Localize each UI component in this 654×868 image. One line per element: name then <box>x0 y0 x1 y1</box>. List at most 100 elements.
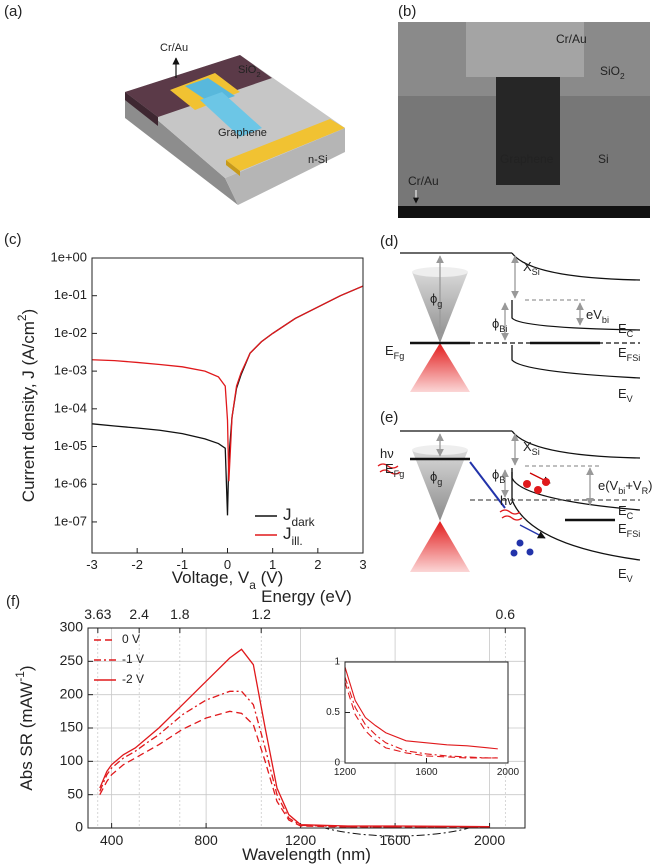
sem-label: Si <box>598 152 609 166</box>
band-label-part: bi <box>618 486 625 496</box>
band-label-part: R <box>642 486 649 496</box>
y-tick-label: 1e-06 <box>54 476 87 491</box>
y-axis-label-part: ) <box>17 665 36 671</box>
sem-label: Cr/Au <box>408 174 439 188</box>
band-label-part: E <box>618 321 627 336</box>
legend-label-part: -1 V <box>122 652 144 666</box>
band-label: XSi <box>523 439 540 457</box>
band-label-part: V <box>627 574 634 584</box>
y-axis-label-part: Abs SR (mAW <box>17 682 36 791</box>
band-label-part: FSi <box>627 353 641 363</box>
x-axis-label-part: Voltage, V <box>172 568 250 587</box>
y-tick-label: 100 <box>60 752 84 768</box>
y-tick-label: 200 <box>60 685 84 701</box>
band-label-part: E <box>618 566 627 581</box>
series-line <box>344 682 498 759</box>
plot-frame <box>87 627 526 829</box>
device-label: SiO2 <box>238 64 261 79</box>
x-tick-label: 2 <box>314 557 321 572</box>
band-label: EV <box>618 566 634 584</box>
band-label: EC <box>618 321 634 339</box>
series-line <box>99 690 490 828</box>
y-tick-label: 300 <box>60 619 84 635</box>
device-schematic <box>125 55 345 205</box>
legend-label: Jill. <box>283 524 303 548</box>
legend-label-part: dark <box>292 515 315 529</box>
x2-tick-label: 1.2 <box>251 606 271 622</box>
band-label-part: FSi <box>627 529 641 539</box>
band-diagram-d <box>400 252 641 392</box>
band-label-part: ) <box>648 478 652 493</box>
plot-frame <box>91 257 364 554</box>
legend-label: -2 V <box>122 672 144 686</box>
band-label-part: Si <box>532 447 540 457</box>
plot-area <box>345 662 508 763</box>
band-label-part: E <box>618 521 627 536</box>
band-label-part: V <box>627 394 634 404</box>
band-label-part: ϕ <box>492 467 499 482</box>
legend-label-part: 0 V <box>122 632 140 646</box>
band-label: eVbi <box>586 307 609 325</box>
band-label-part: ϕ <box>430 469 437 484</box>
y-axis-label: Current density, J (A/cm2) <box>15 309 38 502</box>
band-label-part: g <box>437 477 442 487</box>
y-tick-label: 1e-02 <box>54 325 87 340</box>
x-tick-label: 1600 <box>415 767 438 778</box>
device-label-part: Graphene <box>218 127 267 139</box>
legend-label-part: -2 V <box>122 672 144 686</box>
band-label-part: E <box>385 461 394 476</box>
band-label-part: E <box>618 503 627 518</box>
band-label-part: B <box>499 475 505 485</box>
x-axis-label-part: a <box>249 578 256 592</box>
panel-label: (d) <box>380 233 398 250</box>
band-label: XSi <box>523 259 540 277</box>
sem-label: SiO2 <box>600 64 625 81</box>
band-label-part: g <box>437 299 442 309</box>
panel-label: (f) <box>6 593 20 610</box>
y-tick-label: 1e-01 <box>54 287 87 302</box>
device-label: Cr/Au <box>160 42 188 54</box>
panel-label: (c) <box>4 231 22 248</box>
band-label: EFSi <box>618 345 640 363</box>
band-label-part: Fg <box>394 351 405 361</box>
band-label: e(Vbi+VR) <box>598 478 653 496</box>
x2-tick-label: 1.8 <box>170 606 190 622</box>
x2-axis-label: Energy (eV) <box>261 587 352 606</box>
series-line <box>91 285 364 482</box>
panel-label: (b) <box>398 3 416 20</box>
device-label-part: Cr/Au <box>160 42 188 54</box>
legend-label-part: J <box>283 524 292 543</box>
band-label: EFg <box>385 461 404 479</box>
x-axis-label-part: Wavelength (nm) <box>242 845 371 864</box>
band-label-part: ϕ <box>492 316 499 331</box>
x-axis-label: Voltage, Va (V) <box>172 568 284 592</box>
series-line <box>344 676 498 759</box>
sem-label-part: Cr/Au <box>556 32 587 46</box>
y-tick-label: 1e+00 <box>50 249 87 264</box>
band-label-part: e(V <box>598 478 619 493</box>
x2-tick-label: 0.6 <box>496 606 516 622</box>
band-label-part: Si <box>532 267 540 277</box>
legend-label: -1 V <box>122 652 144 666</box>
y-tick-label: 0 <box>75 819 83 835</box>
x2-tick-label: 3.63 <box>84 606 111 622</box>
device-label-part: 2 <box>256 70 260 79</box>
band-label: EFSi <box>618 521 640 539</box>
x-tick-label: 1200 <box>334 767 357 778</box>
y-axis-label: Abs SR (mAW-1) <box>13 665 36 790</box>
y-tick-label: 0 <box>334 758 340 769</box>
device-label-part: n-Si <box>308 154 328 166</box>
band-label-part: E <box>618 345 627 360</box>
x-tick-label: 1600 <box>380 832 411 848</box>
band-label: EFg <box>385 343 404 361</box>
x-tick-label: 400 <box>100 832 124 848</box>
band-label-part: X <box>523 259 532 274</box>
band-label-part: Fg <box>394 469 405 479</box>
x-tick-label: 2000 <box>497 767 520 778</box>
band-label: hν <box>380 446 394 461</box>
y-tick-label: 1 <box>334 657 340 668</box>
x-tick-label: 800 <box>194 832 218 848</box>
band-label-part: bi <box>602 315 609 325</box>
band-label: EV <box>618 386 634 404</box>
